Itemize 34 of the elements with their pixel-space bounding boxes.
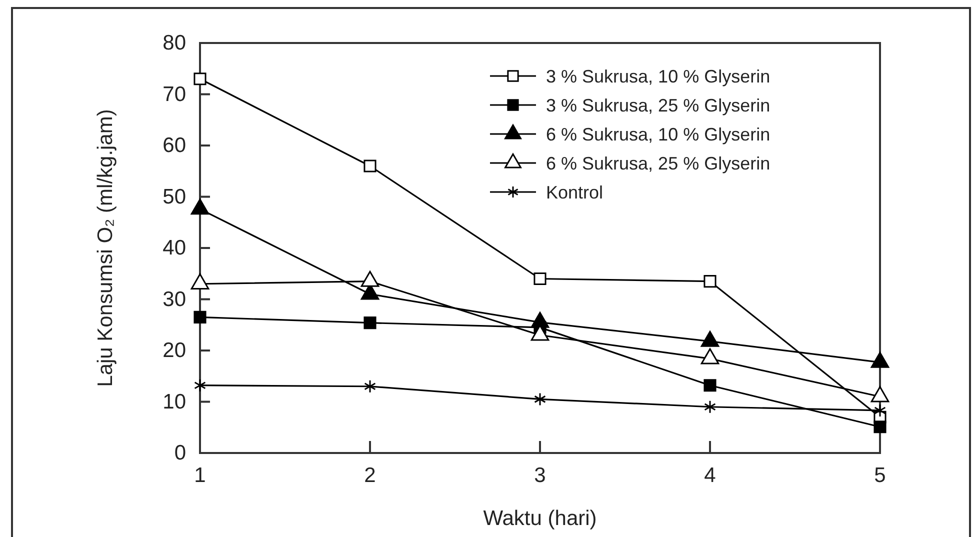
point	[704, 275, 716, 288]
point	[194, 310, 206, 324]
y-tick-label: 50	[162, 185, 186, 208]
legend-label: 6 % Sukrusa, 25 % Glyserin	[546, 153, 770, 174]
x-axis-title: Waktu (hari)	[483, 507, 597, 530]
point	[364, 316, 376, 330]
legend-label: 3 % Sukrusa, 10 % Glyserin	[546, 66, 770, 86]
y-tick-label: 30	[162, 288, 186, 311]
y-tick-label: 0	[174, 442, 186, 465]
y-tick-label: 10	[162, 390, 186, 414]
x-tick-label: 2	[364, 464, 376, 487]
point	[364, 160, 376, 172]
x-tick-label: 4	[704, 464, 716, 487]
y-tick-label: 80	[162, 32, 186, 55]
point	[874, 420, 886, 434]
y-tick-label: 20	[162, 339, 186, 362]
legend-label: Kontrol	[546, 182, 604, 202]
point	[704, 400, 716, 414]
point	[534, 272, 546, 286]
x-tick-label: 3	[534, 464, 546, 487]
point	[704, 379, 716, 392]
point	[194, 378, 206, 392]
point	[874, 404, 886, 418]
x-tick-label: 5	[874, 464, 886, 487]
legend-label: 3 % Sukrusa, 25 % Glyserin	[546, 95, 770, 116]
point	[364, 380, 376, 394]
y-axis-title: Laju Konsumsi O₂ (ml/kg.jam)	[94, 109, 117, 387]
y-tick-label: 70	[162, 82, 186, 106]
legend-label: 6 % Sukrusa, 10 % Glyserin	[546, 124, 770, 144]
x-tick-label: 1	[194, 464, 206, 487]
point	[194, 72, 206, 86]
y-tick-label: 40	[162, 236, 186, 260]
point	[534, 392, 546, 406]
y-tick-label: 60	[162, 134, 186, 158]
